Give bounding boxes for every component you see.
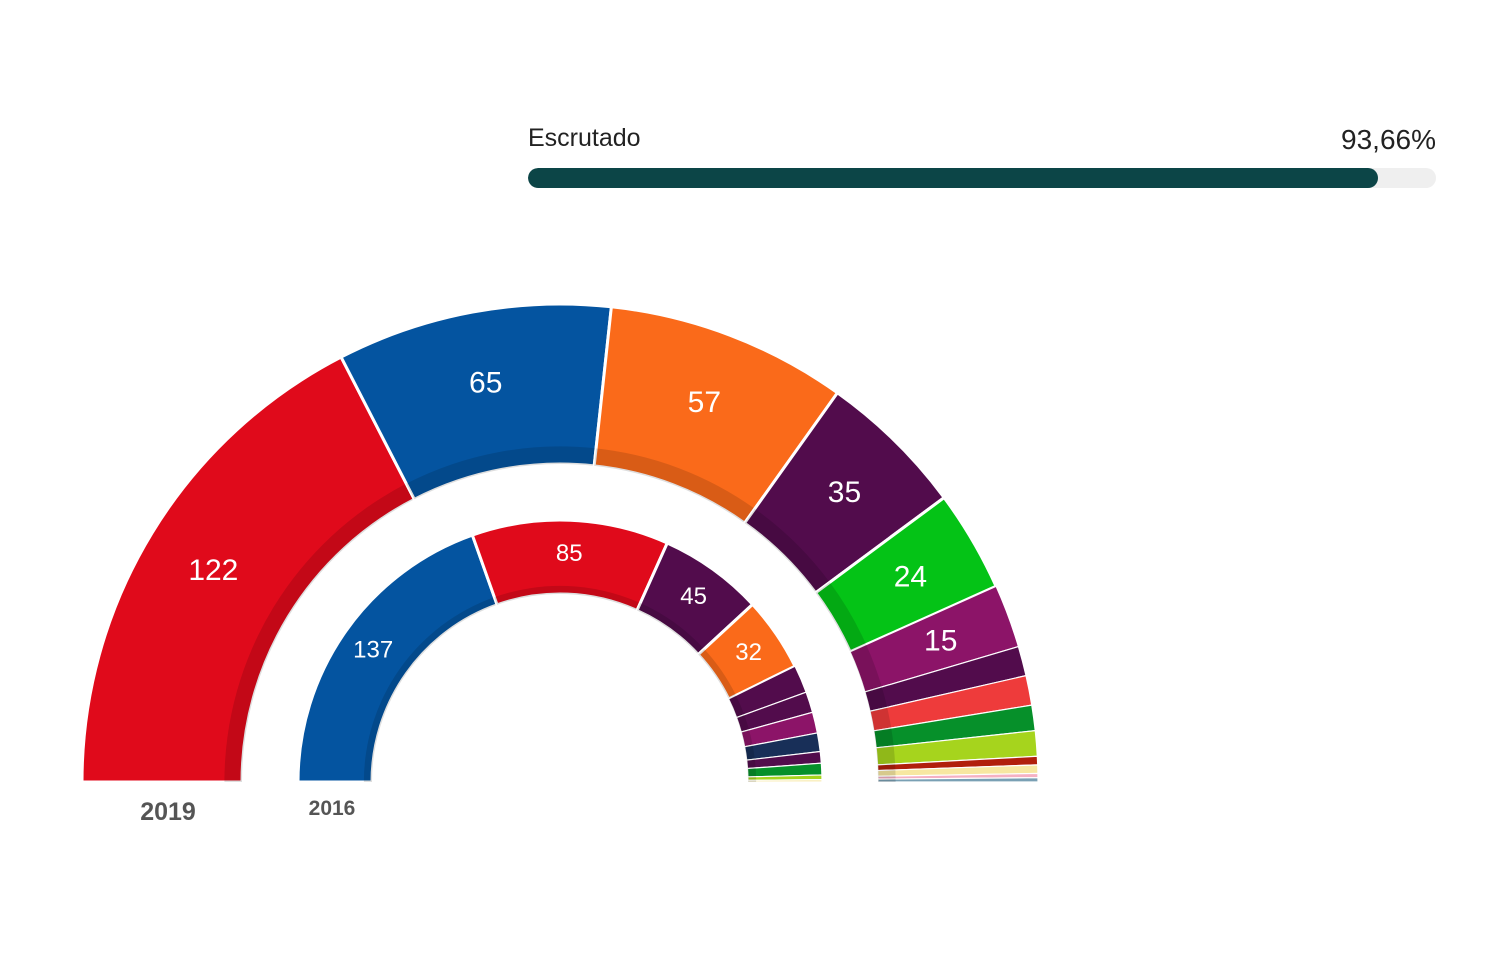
ring-2016-segment-shade [698, 649, 736, 699]
ring-2016: 137 85 45 32 [296, 518, 823, 784]
ring-2016-segment-shade [747, 767, 757, 777]
ring-2019-segment-shade [870, 707, 892, 731]
ring-2019-segment-shade [864, 686, 888, 712]
ring-2016-segment-shade [747, 776, 757, 781]
ring-2016-seat-label: 85 [556, 540, 583, 567]
ring-2016-seat-label: 45 [680, 583, 707, 610]
ring-2019-segment-shade [224, 483, 415, 782]
ring-2019-segment-shade [744, 508, 830, 593]
ring-2019-seat-label: 35 [828, 476, 861, 509]
ring-2016-segment [747, 779, 823, 783]
scrutiny-progress-fill [528, 168, 1379, 188]
ring-2019: 122 65 57 35 24 15 [80, 302, 1039, 784]
ring-2019-segment-shade [877, 775, 896, 780]
ring-2019-seat-label: 65 [469, 366, 502, 399]
ring-2019-segment-shade [815, 582, 867, 652]
ring-2019-seat-label: 15 [924, 625, 957, 658]
ring-2019-segment-shade [594, 448, 755, 524]
ring-2016-segment-shade [494, 585, 641, 611]
scrutiny-progress: Escrutado 93,66% [528, 124, 1438, 190]
ring-2016-segment-shade [747, 780, 757, 782]
ring-2019-segment-shade [850, 644, 882, 692]
ring-2016-segment-shade [728, 695, 745, 718]
scrutiny-progress-track [528, 168, 1436, 188]
ring-2019-seat-label: 122 [188, 554, 238, 587]
ring-label-2019: 2019 [140, 798, 196, 826]
ring-2019-segment-shade [873, 728, 894, 748]
ring-2019-segment-shade [877, 778, 896, 782]
scrutiny-label: Escrutado [528, 124, 641, 152]
ring-2016-seat-label: 32 [735, 639, 762, 666]
ring-2016-segment-shade [363, 597, 498, 782]
ring-2019-segment-shade [877, 763, 896, 771]
ring-label-2016: 2016 [309, 797, 356, 820]
ring-2016-segment-shade [746, 759, 756, 769]
ring-2016-segment-shade [636, 603, 705, 655]
ring-2016-segment-shade [744, 745, 755, 761]
ring-2016-seat-label: 137 [353, 637, 393, 664]
ring-2019-segment-shade [877, 769, 896, 777]
ring-2019-segment-shade [406, 446, 597, 500]
ring-2019-seat-label: 57 [688, 386, 721, 419]
ring-2016-segment-shade [736, 714, 750, 732]
ring-2019-segment-shade [876, 745, 896, 765]
ring-2019-seat-label: 24 [894, 560, 927, 593]
scrutiny-value: 93,66% [1341, 124, 1436, 155]
ring-2019-segment [877, 777, 1039, 783]
ring-2019-segment [80, 355, 417, 784]
ring-2016-segment-shade [741, 729, 753, 747]
ring-2016-segment [296, 533, 500, 784]
